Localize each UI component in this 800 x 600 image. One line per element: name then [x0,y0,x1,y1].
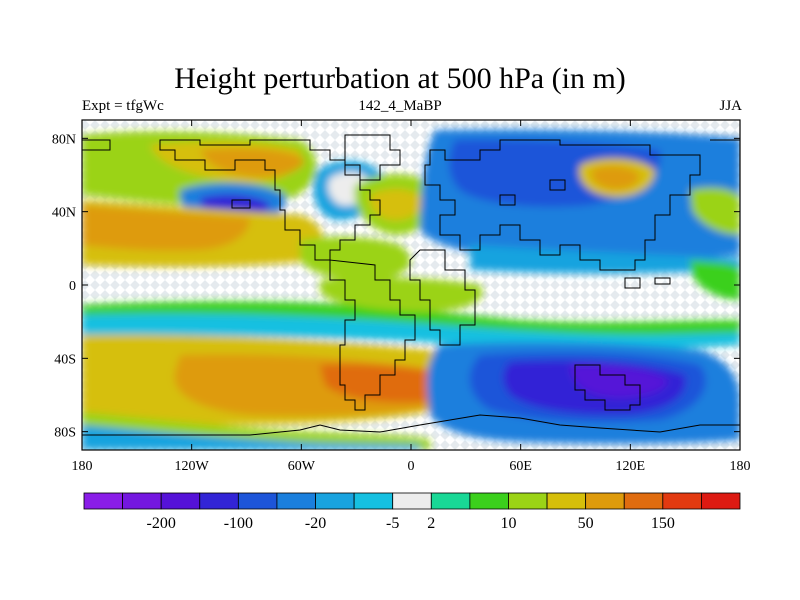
colorbar-swatch [469,492,509,510]
longitude-axis: 180 120W 60W 0 60E 120E 180 [72,120,751,474]
colorbar-label: 50 [578,515,594,532]
colorbar-swatch [392,492,432,510]
lat-tick-label: 80N [52,132,76,147]
height-perturbation-field [82,120,740,450]
lat-tick-label: 80S [54,426,76,441]
lon-tick-label: 120W [175,459,210,474]
coastlines [82,134,740,436]
colorbar: -200 -100 -20 -5 2 10 50 150 [83,492,741,532]
lat-tick-label: 40N [52,206,76,221]
colorbar-swatch [122,492,162,510]
colorbar-label: 2 [427,515,435,532]
colorbar-swatch [662,492,702,510]
colorbar-swatch [353,492,394,510]
experiment-label: Expt = tfgWc [82,98,164,114]
colorbar-swatch [315,492,355,510]
colorbar-swatch [546,492,587,510]
lon-tick-label: 60E [509,459,532,474]
colorbar-label: 10 [500,515,516,532]
colorbar-swatch [430,492,471,510]
latitude-axis: 80N 40N 0 40S 80S [52,132,740,441]
colorbar-label: -5 [386,515,399,532]
run-label: 142_4_MaBP [358,98,442,114]
colorbar-swatch [276,492,316,510]
colorbar-swatch [199,492,239,510]
lon-tick-label: 60W [288,459,316,474]
colorbar-label: -100 [224,515,253,532]
colorbar-swatch [585,492,625,510]
colorbar-swatch [83,492,123,510]
colorbar-label: -200 [147,515,176,532]
lat-tick-label: 40S [54,352,76,367]
lon-tick-label: 0 [408,459,415,474]
colorbar-label: -20 [305,515,326,532]
colorbar-label: 150 [651,515,675,532]
colorbar-swatch [701,492,741,510]
colorbar-swatch [160,492,201,510]
colorbar-swatch [237,492,278,510]
lat-tick-label: 0 [69,279,76,294]
colorbar-swatch [623,492,664,510]
season-label: JJA [719,98,742,114]
lon-tick-label: 120E [616,459,646,474]
colorbar-swatch [508,492,548,510]
lon-tick-label: 180 [72,459,93,474]
lon-tick-label: 180 [730,459,751,474]
map-title: Height perturbation at 500 hPa (in m) [174,62,626,95]
